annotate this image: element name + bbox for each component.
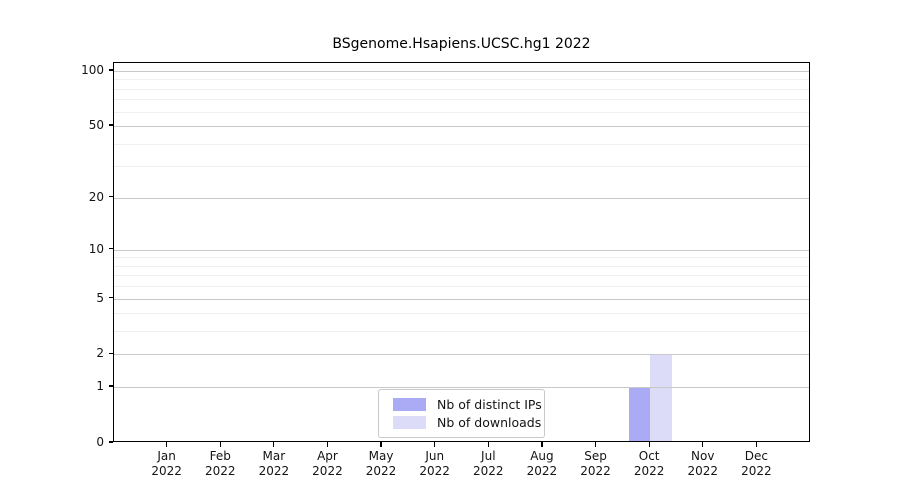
plot-area <box>113 62 810 442</box>
x-tick-month-jan: Jan <box>157 449 176 463</box>
gridline-minor-3 <box>114 331 809 333</box>
y-axis-tick-20 <box>108 195 113 198</box>
gridline-major-1 <box>114 387 809 389</box>
legend-swatch-downloads-icon <box>393 416 426 429</box>
x-axis-tick-dec <box>755 442 758 447</box>
y-axis-tick-0 <box>108 441 113 443</box>
x-tick-year-dec: 2022 <box>741 464 772 478</box>
gridline-major-100 <box>114 70 809 72</box>
legend: Nb of distinct IPs Nb of downloads <box>378 389 545 438</box>
y-tick-label-10: 10 <box>88 241 104 256</box>
x-tick-year-jul: 2022 <box>473 464 504 478</box>
chart-title: BSgenome.Hsapiens.UCSC.hg1 2022 <box>332 36 591 52</box>
x-tick-month-sep: Sep <box>584 449 607 463</box>
x-tick-year-aug: 2022 <box>526 464 558 478</box>
y-tick-label-100: 100 <box>81 62 104 77</box>
x-tick-label-oct: Oct 2022 <box>617 449 681 479</box>
x-tick-year-mar: 2022 <box>258 464 290 478</box>
x-tick-year-apr: 2022 <box>312 464 343 478</box>
x-tick-label-feb: Feb 2022 <box>188 449 252 479</box>
gridline-minor-80 <box>114 88 809 90</box>
gridline-minor-6 <box>114 286 809 288</box>
x-tick-year-feb: 2022 <box>204 464 236 478</box>
gridline-minor-8 <box>114 265 809 267</box>
gridline-minor-9 <box>114 257 809 259</box>
x-axis-tick-jul <box>487 442 489 447</box>
gridline-minor-40 <box>114 143 809 145</box>
x-axis-tick-feb <box>219 442 221 447</box>
y-axis-tick-50 <box>108 124 113 126</box>
y-axis-tick-1 <box>108 385 113 387</box>
bar-nb-of-distinct-ips-oct <box>628 387 651 441</box>
x-tick-label-jul: Jul 2022 <box>456 449 520 479</box>
gridline-major-20 <box>114 197 809 199</box>
legend-entry-distinct-ips: Nb of distinct IPs <box>393 397 542 412</box>
x-axis-tick-apr <box>326 442 329 447</box>
x-tick-year-jan: 2022 <box>151 464 182 478</box>
x-tick-label-aug: Aug 2022 <box>510 449 574 479</box>
x-tick-month-may: May <box>368 449 394 463</box>
y-tick-label-2: 2 <box>96 346 104 361</box>
x-axis-tick-may <box>380 442 382 447</box>
x-axis-tick-nov <box>702 442 704 447</box>
gridline-major-10 <box>114 249 809 251</box>
x-tick-month-apr: Apr <box>317 449 338 463</box>
y-axis-tick-100 <box>108 69 113 71</box>
gridline-minor-7 <box>114 275 809 277</box>
gridline-major-2 <box>114 354 809 356</box>
x-tick-label-mar: Mar 2022 <box>242 449 306 479</box>
x-axis-tick-oct <box>648 442 650 447</box>
x-tick-month-jul: Jul <box>481 449 496 463</box>
gridline-minor-4 <box>114 313 809 315</box>
x-tick-year-may: 2022 <box>365 464 397 478</box>
gridline-minor-60 <box>114 111 809 113</box>
y-axis-tick-2 <box>108 352 113 355</box>
x-tick-month-mar: Mar <box>262 449 286 463</box>
x-tick-month-nov: Nov <box>691 449 715 463</box>
x-tick-label-nov: Nov 2022 <box>671 449 735 479</box>
x-tick-label-sep: Sep 2022 <box>564 449 628 479</box>
y-tick-label-5: 5 <box>96 290 104 305</box>
x-tick-label-dec: Dec 2022 <box>724 449 788 479</box>
gridline-major-50 <box>114 126 809 128</box>
y-tick-label-50: 50 <box>88 118 104 133</box>
x-tick-label-apr: Apr 2022 <box>295 449 359 479</box>
y-axis-tick-5 <box>108 296 113 299</box>
x-axis-tick-jun <box>434 442 436 447</box>
x-tick-year-jun: 2022 <box>419 464 450 478</box>
x-tick-month-aug: Aug <box>530 449 554 463</box>
y-tick-label-1: 1 <box>96 379 104 394</box>
x-tick-year-oct: 2022 <box>633 464 665 478</box>
y-axis-tick-10 <box>108 248 113 250</box>
gridline-minor-70 <box>114 99 809 101</box>
x-tick-month-oct: Oct <box>638 449 660 463</box>
legend-entry-downloads: Nb of downloads <box>393 415 541 430</box>
x-tick-month-dec: Dec <box>744 449 768 463</box>
x-axis-tick-aug <box>541 442 543 447</box>
legend-swatch-distinct-ips-icon <box>393 398 426 411</box>
x-axis-tick-sep <box>594 442 597 447</box>
x-tick-label-jan: Jan 2022 <box>135 449 199 479</box>
bar-nb-of-downloads-oct <box>650 354 672 441</box>
x-axis-tick-mar <box>273 442 275 447</box>
x-tick-year-sep: 2022 <box>580 464 611 478</box>
x-tick-month-jun: Jun <box>425 449 445 463</box>
y-tick-label-0: 0 <box>96 435 104 449</box>
x-tick-month-feb: Feb <box>209 449 231 463</box>
legend-label-downloads: Nb of downloads <box>437 414 542 430</box>
x-axis-tick-jan <box>165 442 168 447</box>
gridline-major-5 <box>114 298 809 300</box>
y-tick-label-20: 20 <box>88 189 104 204</box>
x-tick-year-nov: 2022 <box>687 464 719 478</box>
gridline-minor-90 <box>114 79 809 81</box>
x-tick-label-jun: Jun 2022 <box>403 449 467 479</box>
x-tick-label-may: May 2022 <box>349 449 413 479</box>
legend-label-distinct-ips: Nb of distinct IPs <box>437 396 542 412</box>
gridline-minor-30 <box>114 166 809 168</box>
